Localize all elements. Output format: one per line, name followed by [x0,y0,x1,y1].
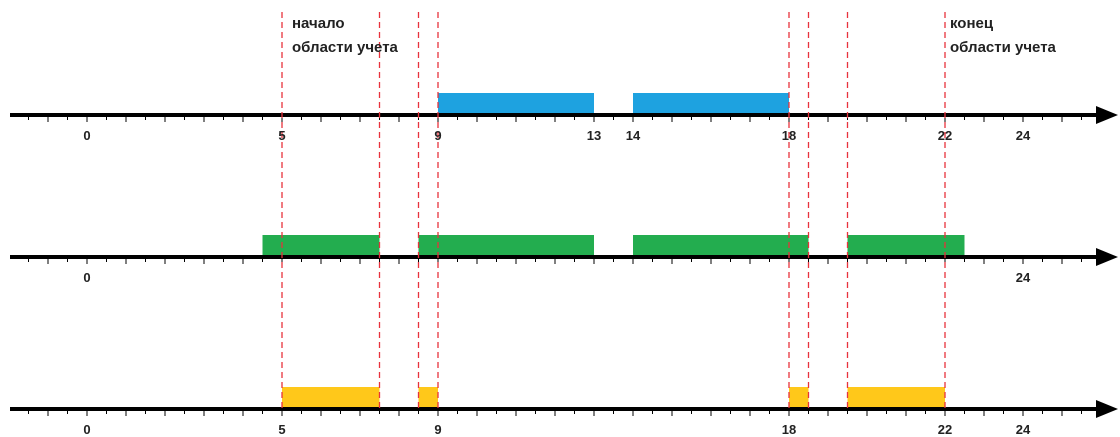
timeline-blue-label: 24 [1016,128,1031,143]
labels-layer: 0 5 9 13 14 18 22 24 0 24 0 5 9 18 22 24 [83,128,1031,437]
timeline-green-bar-3 [633,235,809,257]
start-note-line2: области учета [292,39,399,56]
timeline-blue-label: 14 [626,128,641,143]
timeline-yellow-label: 22 [938,422,952,437]
timeline-blue-label: 0 [83,128,90,143]
end-note-line1: конец [950,15,994,32]
timeline-yellow-label: 5 [278,422,285,437]
timeline-green-label: 24 [1016,270,1031,285]
timeline-blue-bar-1 [438,93,594,115]
end-note-line2: области учета [950,39,1057,56]
timeline-green-bar-4 [847,235,965,257]
timeline-yellow-bar-4 [847,387,945,409]
bars-layer [262,93,965,409]
guides-layer [281,12,946,409]
timeline-yellow-label: 9 [434,422,441,437]
timeline-blue-label: 5 [278,128,285,143]
timeline-yellow-bar-3 [789,387,809,409]
timeline-blue-label: 13 [587,128,601,143]
timeline-yellow-bar-1 [282,387,380,409]
timeline-yellow-label: 0 [83,422,90,437]
timeline-green-arrow-icon [1096,248,1118,266]
timeline-green-label: 0 [83,270,90,285]
timeline-green-bar-1 [262,235,380,257]
timeline-blue-arrow-icon [1096,106,1118,124]
timeline-blue-ticks [28,115,1082,122]
start-note-line1: начало [292,15,345,32]
timeline-green-ticks [28,257,1082,264]
timeline-blue-bar-2 [633,93,789,115]
timeline-yellow-bar-2 [418,387,438,409]
timeline-yellow-label: 18 [782,422,796,437]
timeline-yellow-label: 24 [1016,422,1031,437]
timeline-yellow-arrow-icon [1096,400,1118,418]
axes-layer [10,106,1118,418]
timeline-blue-label: 22 [938,128,952,143]
timeline-blue-label: 18 [782,128,796,143]
timeline-green-bar-2 [418,235,594,257]
timeline-yellow-ticks [28,409,1082,416]
timeline-blue-label: 9 [434,128,441,143]
